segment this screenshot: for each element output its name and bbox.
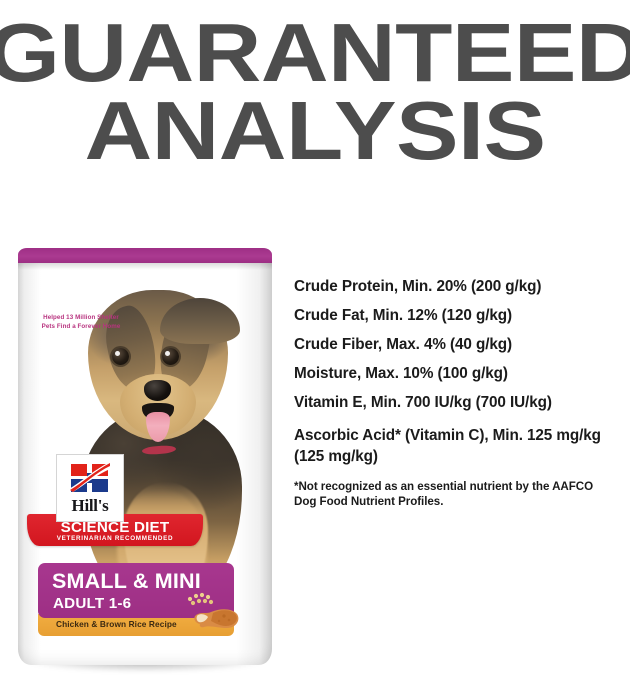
- analysis-row: Moisture, Max. 10% (100 g/kg): [294, 365, 508, 382]
- hills-wordmark: Hill's: [71, 496, 109, 515]
- analysis-row: Crude Fiber, Max. 4% (40 g/kg): [294, 336, 513, 353]
- analysis-row: Crude Fat, Min. 12% (120 g/kg): [294, 307, 512, 324]
- hills-h-mark-icon: [69, 462, 110, 492]
- bag-top-fold: [18, 263, 272, 270]
- page-title-line-2: ANALYSIS: [84, 84, 546, 178]
- dog-nose: [144, 380, 171, 401]
- analysis-row: Crude Protein, Min. 20% (200 g/kg): [294, 278, 542, 295]
- banner-subtitle: VETERINARIAN RECOMMENDED: [56, 535, 174, 542]
- banner-title: SCIENCE DIET: [60, 519, 170, 536]
- page-title-line-1: GUARANTEED: [0, 6, 630, 99]
- product-bag: Helped 13 Million Shelter Pets Find a Fo…: [18, 248, 272, 672]
- analysis-row: Ascorbic Acid* (Vitamin C), Min. 125 mg/…: [294, 427, 601, 465]
- shelter-callout-text: Helped 13 Million Shelter Pets Find a Fo…: [41, 314, 121, 330]
- dog-eye-left: [112, 348, 129, 365]
- bag-front: Helped 13 Million Shelter Pets Find a Fo…: [18, 248, 272, 665]
- product-name-panel: SMALL & MINI ADULT 1-6: [38, 563, 234, 618]
- product-name: SMALL & MINI: [52, 569, 201, 593]
- dog-eye-right: [162, 348, 179, 365]
- analysis-list: Crude Protein, Min. 20% (200 g/kg) Crude…: [294, 272, 624, 509]
- hills-logo: Hill's: [56, 454, 124, 522]
- bag-top-band: [18, 248, 272, 263]
- chicken-drumstick-icon: [187, 592, 239, 628]
- analysis-row: Vitamin E, Min. 700 IU/kg (700 IU/kg): [294, 394, 552, 411]
- page-title: GUARANTEED ANALYSIS: [0, 6, 630, 178]
- analysis-footnote: *Not recognized as an essential nutrient…: [294, 480, 594, 508]
- dog-topknot: [160, 298, 240, 344]
- dog-head: [88, 290, 240, 440]
- flavor-strip: Chicken & Brown Rice Recipe: [38, 614, 234, 636]
- flavor-text: Chicken & Brown Rice Recipe: [56, 619, 177, 629]
- product-life-stage: ADULT 1-6: [53, 595, 132, 612]
